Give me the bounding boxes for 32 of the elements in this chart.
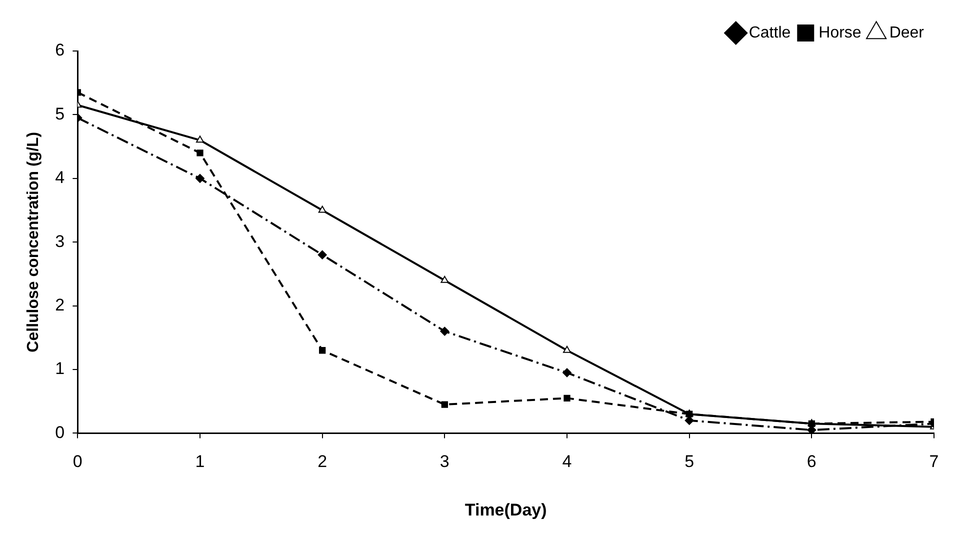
point xyxy=(318,206,326,213)
x-tick-label: 2 xyxy=(318,452,328,472)
y-tick-label: 5 xyxy=(55,104,65,124)
point xyxy=(440,276,449,283)
y-tick-label: 6 xyxy=(55,40,65,60)
y-tick-label: 3 xyxy=(55,232,65,251)
point xyxy=(441,401,448,408)
x-tick-label: 4 xyxy=(562,452,572,472)
x-axis-title: Time(Day) xyxy=(464,500,547,520)
y-axis-title: Cellulose concentration (g/L) xyxy=(25,132,42,352)
x-tick-label: 3 xyxy=(440,452,450,472)
point xyxy=(563,346,571,353)
point xyxy=(195,174,204,183)
legend-label: Deer xyxy=(889,24,925,42)
point xyxy=(440,326,450,336)
point xyxy=(318,250,327,260)
point xyxy=(196,136,204,143)
x-tick-label: 1 xyxy=(195,452,205,472)
x-tick-label: 7 xyxy=(929,452,939,472)
y-tick-label: 2 xyxy=(55,295,65,314)
point xyxy=(196,150,204,156)
y-tick-label: 1 xyxy=(55,359,65,378)
x-tick-label: 0 xyxy=(72,452,82,472)
legend-label: Horse xyxy=(818,24,862,42)
point xyxy=(318,347,326,354)
y-tick-label: 0 xyxy=(55,422,65,442)
x-tick-label: 6 xyxy=(806,452,816,472)
point xyxy=(564,394,570,402)
x-tick-label: 5 xyxy=(684,452,694,472)
point xyxy=(562,368,572,378)
y-tick-label: 4 xyxy=(55,168,65,188)
legend-label: Cattle xyxy=(748,24,791,42)
